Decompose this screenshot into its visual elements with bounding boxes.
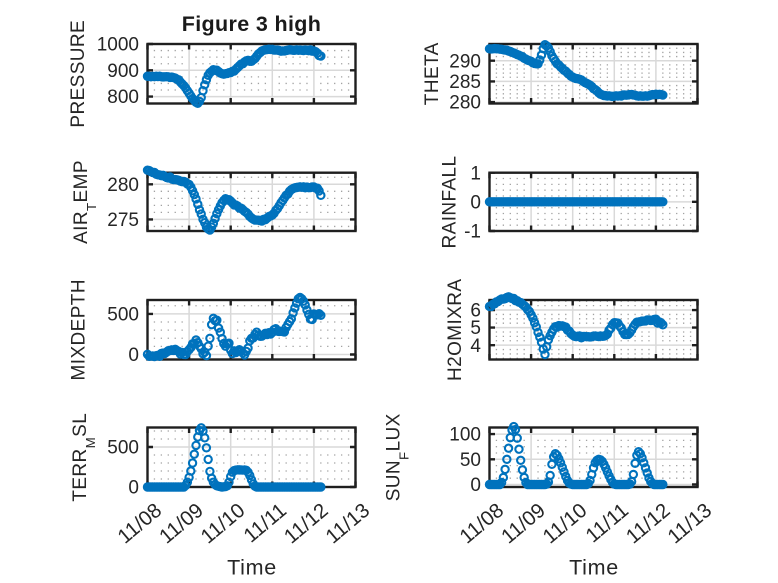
svg-text:TERRMSL: TERRMSL xyxy=(70,413,98,502)
svg-text:SUNFLUX: SUNFLUX xyxy=(384,413,412,501)
svg-text:275: 275 xyxy=(107,210,139,231)
svg-text:Figure 3 high: Figure 3 high xyxy=(182,12,322,36)
svg-text:PRESSURE: PRESSURE xyxy=(68,20,89,128)
svg-text:0: 0 xyxy=(470,475,481,496)
svg-text:Time: Time xyxy=(569,556,619,580)
svg-text:1000: 1000 xyxy=(97,35,139,56)
svg-text:500: 500 xyxy=(107,438,139,459)
svg-text:1: 1 xyxy=(470,163,481,184)
svg-text:280: 280 xyxy=(449,93,481,114)
svg-text:0: 0 xyxy=(470,192,481,213)
svg-text:MIXDEPTH: MIXDEPTH xyxy=(69,279,90,380)
svg-text:0: 0 xyxy=(128,345,139,366)
svg-text:THETA: THETA xyxy=(422,42,443,105)
svg-text:500: 500 xyxy=(107,305,139,326)
svg-text:0: 0 xyxy=(128,478,139,499)
svg-text:280: 280 xyxy=(107,175,139,196)
svg-text:900: 900 xyxy=(107,61,139,82)
svg-text:4: 4 xyxy=(470,336,481,357)
svg-text:800: 800 xyxy=(107,87,139,108)
svg-text:Time: Time xyxy=(227,556,277,580)
svg-text:H2OMIXRA: H2OMIXRA xyxy=(445,279,466,381)
svg-text:290: 290 xyxy=(449,51,481,72)
svg-text:100: 100 xyxy=(449,425,481,446)
svg-text:AIRTEMP: AIRTEMP xyxy=(71,160,99,244)
svg-text:50: 50 xyxy=(460,450,481,471)
svg-text:6: 6 xyxy=(470,301,481,322)
svg-text:5: 5 xyxy=(470,318,481,339)
svg-text:RAINFALL: RAINFALL xyxy=(440,156,461,249)
svg-text:-1: -1 xyxy=(464,222,481,243)
svg-text:285: 285 xyxy=(449,72,481,93)
